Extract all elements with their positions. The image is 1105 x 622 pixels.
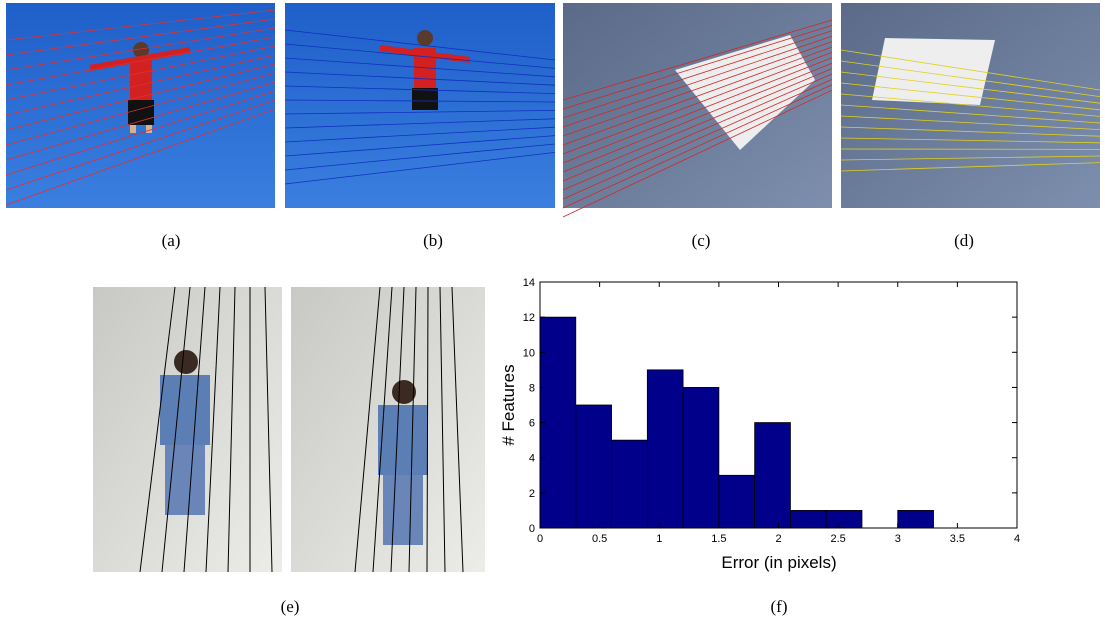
bar (719, 475, 755, 528)
figure: (a) (b) (c) (d) (e) (f) Error (in pixels… (0, 0, 1105, 622)
y-tick-label: 4 (529, 453, 535, 465)
x-tick-label: 0.5 (592, 533, 607, 545)
bar (612, 440, 648, 528)
caption: (c) (692, 231, 711, 250)
bar (755, 423, 791, 528)
x-tick-label: 4 (1014, 533, 1020, 545)
x-tick-label: 2.5 (830, 533, 845, 545)
x-tick-label: 0 (537, 533, 543, 545)
photo-c (563, 3, 832, 208)
y-tick-label: 14 (523, 277, 535, 289)
y-tick-label: 6 (529, 418, 535, 430)
x-axis-label: Error (in pixels) (721, 553, 836, 572)
caption: (e) (281, 597, 300, 616)
y-axis-label: # Features (499, 364, 518, 445)
bar (683, 387, 719, 528)
y-tick-label: 2 (529, 488, 535, 500)
bar (826, 510, 862, 528)
caption: (b) (423, 231, 443, 250)
x-tick-label: 2 (775, 533, 781, 545)
x-tick-label: 3 (895, 533, 901, 545)
caption: (f) (771, 597, 788, 616)
bar (898, 510, 934, 528)
caption: (a) (162, 231, 181, 250)
bar (790, 510, 826, 528)
x-tick-label: 1 (656, 533, 662, 545)
bar (540, 317, 576, 528)
y-tick-label: 0 (529, 523, 535, 535)
checkerboard-d (872, 38, 995, 105)
y-tick-label: 12 (523, 312, 535, 324)
bar (647, 370, 683, 528)
caption: (d) (954, 231, 974, 250)
histogram: Error (in pixels) # Features 0 0.5 1 1.5 2 2.… (499, 277, 1020, 572)
bar (576, 405, 612, 528)
x-tick-label: 3.5 (950, 533, 965, 545)
y-tick-label: 8 (529, 382, 535, 394)
y-tick-label: 10 (523, 347, 535, 359)
x-tick-label: 1.5 (711, 533, 726, 545)
